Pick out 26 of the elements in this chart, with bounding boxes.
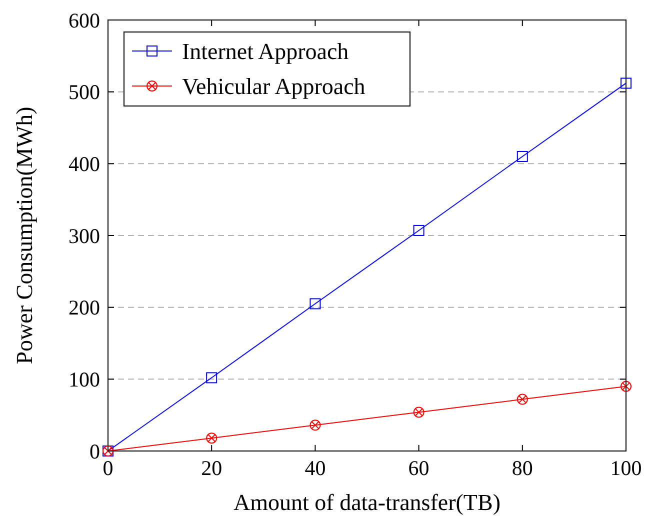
x-tick-label: 80: [512, 456, 533, 480]
y-tick-label: 200: [68, 296, 100, 320]
point: [310, 298, 321, 310]
point: [620, 380, 632, 392]
point: [516, 150, 528, 162]
x-tick-label: 60: [408, 456, 430, 480]
y-tick-label: 400: [68, 152, 100, 176]
x-axis-title: Amount of data-transfer(TB): [234, 490, 500, 515]
point: [516, 394, 528, 405]
legend-label: Vehicular Approach: [182, 74, 366, 100]
x-tick-label: 100: [610, 456, 642, 480]
y-tick-label: 600: [68, 8, 100, 32]
point: [620, 78, 632, 89]
point: [413, 406, 424, 418]
point: [206, 372, 218, 384]
y-tick-label: 100: [68, 368, 100, 392]
x-tick-label: 20: [201, 456, 222, 480]
legend-label: Internet Approach: [182, 39, 350, 64]
point: [206, 432, 218, 444]
point: [310, 420, 321, 431]
y-tick-label: 500: [68, 80, 100, 104]
y-axis-title: Power Consumption(MWh): [12, 106, 37, 364]
y-tick-label: 300: [68, 224, 100, 248]
y-tick-label: 0: [90, 439, 100, 464]
point: [413, 224, 424, 236]
x-tick-label: 40: [304, 456, 326, 480]
